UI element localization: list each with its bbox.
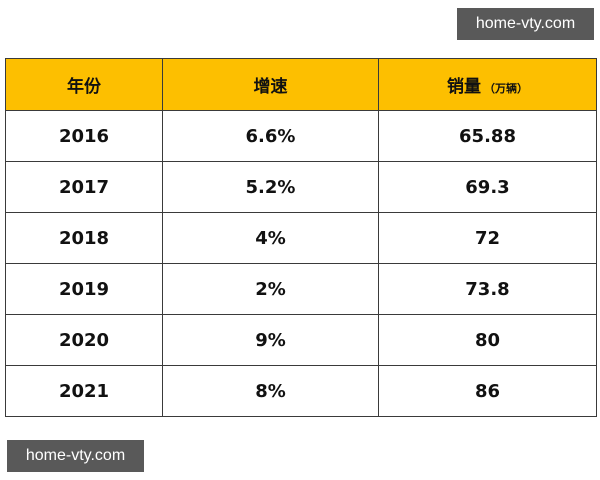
table-row: 2020 9% 80 [5, 314, 597, 366]
watermark-top-right: home-vty.com [457, 8, 594, 40]
cell-growth: 5.2% [162, 161, 379, 213]
watermark-bottom-left: home-vty.com [7, 440, 144, 472]
table-row: 2021 8% 86 [5, 365, 597, 417]
cell-year: 2018 [5, 212, 163, 264]
header-sales-label: 销量 [447, 77, 481, 97]
header-sales: 销量 （万辆） [378, 58, 597, 111]
table-header-row: 年份 增速 销量 （万辆） [5, 58, 597, 111]
cell-sales: 69.3 [378, 161, 597, 213]
cell-sales: 72 [378, 212, 597, 264]
header-year: 年份 [5, 58, 163, 111]
cell-sales: 65.88 [378, 110, 597, 162]
cell-growth: 2% [162, 263, 379, 315]
cell-growth: 8% [162, 365, 379, 417]
table-row: 2018 4% 72 [5, 212, 597, 264]
header-growth: 增速 [162, 58, 379, 111]
cell-year: 2017 [5, 161, 163, 213]
cell-year: 2019 [5, 263, 163, 315]
table-row: 2016 6.6% 65.88 [5, 110, 597, 162]
cell-growth: 6.6% [162, 110, 379, 162]
cell-growth: 9% [162, 314, 379, 366]
cell-year: 2016 [5, 110, 163, 162]
cell-year: 2021 [5, 365, 163, 417]
cell-year: 2020 [5, 314, 163, 366]
table-row: 2019 2% 73.8 [5, 263, 597, 315]
header-sales-unit: （万辆） [484, 82, 528, 95]
cell-growth: 4% [162, 212, 379, 264]
cell-sales: 86 [378, 365, 597, 417]
sales-table: 年份 增速 销量 （万辆） 2016 6.6% 65.88 2017 5.2% 6… [5, 58, 597, 417]
cell-sales: 80 [378, 314, 597, 366]
cell-sales: 73.8 [378, 263, 597, 315]
table-row: 2017 5.2% 69.3 [5, 161, 597, 213]
